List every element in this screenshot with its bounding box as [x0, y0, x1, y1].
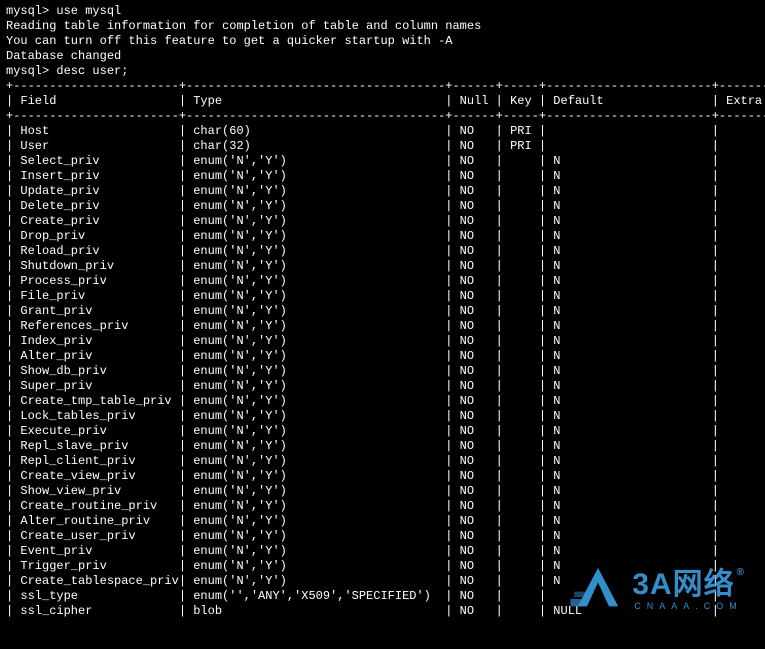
- table-row: | Show_db_priv | enum('N','Y') | NO | | …: [6, 364, 759, 379]
- table-header-row: | Field | Type | Null | Key | Default | …: [6, 94, 759, 109]
- table-row: | Trigger_priv | enum('N','Y') | NO | | …: [6, 559, 759, 574]
- table-row: | Alter_priv | enum('N','Y') | NO | | N …: [6, 349, 759, 364]
- table-row: | Repl_client_priv | enum('N','Y') | NO …: [6, 454, 759, 469]
- table-separator: +-----------------------+---------------…: [6, 109, 759, 124]
- table-row: | Host | char(60) | NO | PRI | | |: [6, 124, 759, 139]
- table-row: | Process_priv | enum('N','Y') | NO | | …: [6, 274, 759, 289]
- output-text: Database changed: [6, 49, 759, 64]
- output-text: You can turn off this feature to get a q…: [6, 34, 759, 49]
- table-row: | User | char(32) | NO | PRI | | |: [6, 139, 759, 154]
- prompt-line: mysql> use mysql: [6, 4, 759, 19]
- table-separator: +-----------------------+---------------…: [6, 79, 759, 94]
- table-row: | Select_priv | enum('N','Y') | NO | | N…: [6, 154, 759, 169]
- prompt-line: mysql> desc user;: [6, 64, 759, 79]
- table-row: | Alter_routine_priv | enum('N','Y') | N…: [6, 514, 759, 529]
- table-row: | Create_routine_priv | enum('N','Y') | …: [6, 499, 759, 514]
- table-row: | Event_priv | enum('N','Y') | NO | | N …: [6, 544, 759, 559]
- table-row: | Reload_priv | enum('N','Y') | NO | | N…: [6, 244, 759, 259]
- table-row: | Update_priv | enum('N','Y') | NO | | N…: [6, 184, 759, 199]
- table-row: | Repl_slave_priv | enum('N','Y') | NO |…: [6, 439, 759, 454]
- table-row: | Shutdown_priv | enum('N','Y') | NO | |…: [6, 259, 759, 274]
- table-row: | Create_priv | enum('N','Y') | NO | | N…: [6, 214, 759, 229]
- table-row: | Create_tmp_table_priv | enum('N','Y') …: [6, 394, 759, 409]
- table-row: | Show_view_priv | enum('N','Y') | NO | …: [6, 484, 759, 499]
- table-row: | References_priv | enum('N','Y') | NO |…: [6, 319, 759, 334]
- table-row: | ssl_type | enum('','ANY','X509','SPECI…: [6, 589, 759, 604]
- output-text: Reading table information for completion…: [6, 19, 759, 34]
- table-row: | Lock_tables_priv | enum('N','Y') | NO …: [6, 409, 759, 424]
- table-row: | ssl_cipher | blob | NO | | NULL | |: [6, 604, 759, 619]
- table-row: | Super_priv | enum('N','Y') | NO | | N …: [6, 379, 759, 394]
- table-row: | Insert_priv | enum('N','Y') | NO | | N…: [6, 169, 759, 184]
- table-row: | Grant_priv | enum('N','Y') | NO | | N …: [6, 304, 759, 319]
- table-row: | Delete_priv | enum('N','Y') | NO | | N…: [6, 199, 759, 214]
- table-row: | Execute_priv | enum('N','Y') | NO | | …: [6, 424, 759, 439]
- terminal-output: mysql> use mysqlReading table informatio…: [0, 0, 765, 623]
- table-row: | Create_view_priv | enum('N','Y') | NO …: [6, 469, 759, 484]
- table-row: | File_priv | enum('N','Y') | NO | | N |…: [6, 289, 759, 304]
- table-row: | Index_priv | enum('N','Y') | NO | | N …: [6, 334, 759, 349]
- table-row: | Drop_priv | enum('N','Y') | NO | | N |…: [6, 229, 759, 244]
- table-row: | Create_user_priv | enum('N','Y') | NO …: [6, 529, 759, 544]
- table-row: | Create_tablespace_priv| enum('N','Y') …: [6, 574, 759, 589]
